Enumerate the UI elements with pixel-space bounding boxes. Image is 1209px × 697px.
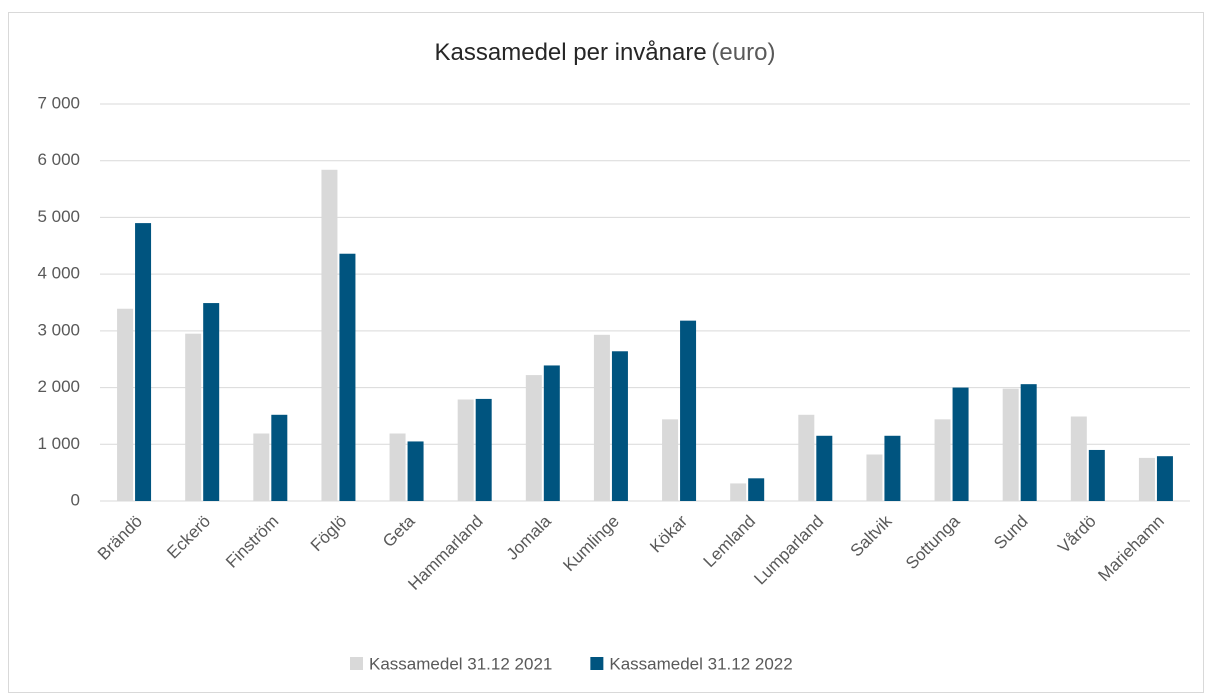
y-tick-label: 1 000	[37, 434, 80, 453]
bar	[952, 387, 969, 501]
y-tick-label: 4 000	[37, 264, 80, 283]
bar	[662, 419, 679, 501]
y-tick-label: 0	[71, 490, 80, 509]
bar	[185, 333, 202, 501]
bar	[271, 414, 288, 501]
y-tick-label: 5 000	[37, 207, 80, 226]
bar	[475, 398, 492, 501]
y-tick-label: 3 000	[37, 320, 80, 339]
bar	[1002, 388, 1019, 501]
bar	[730, 483, 747, 501]
legend-label: Kassamedel 31.12 2022	[609, 654, 792, 673]
bar	[1020, 384, 1037, 501]
bar	[407, 441, 424, 501]
bar	[135, 223, 152, 501]
y-tick-label: 6 000	[37, 150, 80, 169]
bar	[884, 435, 901, 501]
bar	[203, 303, 220, 501]
chart-title: Kassamedel per invånare	[435, 39, 707, 66]
bar	[253, 433, 270, 501]
bar	[389, 433, 406, 501]
bar	[816, 435, 833, 501]
legend-swatch	[590, 657, 604, 670]
bar	[593, 334, 610, 501]
bar	[457, 399, 474, 501]
bar	[525, 375, 542, 501]
bar	[543, 365, 560, 501]
bar	[1156, 456, 1173, 501]
bar	[680, 320, 697, 501]
legend-label: Kassamedel 31.12 2021	[369, 654, 552, 673]
bar	[1070, 416, 1087, 501]
bar	[866, 454, 883, 501]
bar	[117, 308, 134, 501]
y-tick-label: 2 000	[37, 377, 80, 396]
y-tick-label: 7 000	[37, 93, 80, 112]
legend-swatch	[350, 657, 363, 670]
bar	[339, 253, 356, 501]
bar	[611, 351, 628, 501]
bar	[1088, 449, 1105, 501]
chart-title-group: Kassamedel per invånare (euro)	[435, 39, 776, 66]
bar	[321, 169, 338, 501]
chart-unit: (euro)	[711, 39, 775, 66]
bar	[934, 419, 951, 501]
bar	[1138, 457, 1155, 501]
bar	[798, 414, 815, 501]
bar	[748, 478, 765, 501]
